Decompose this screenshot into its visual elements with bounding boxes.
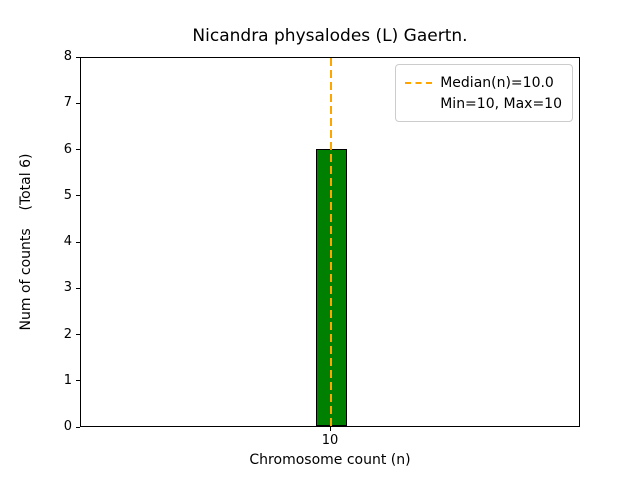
median-line (330, 58, 332, 426)
y-tick-mark (76, 102, 80, 104)
y-tick-label: 1 (63, 372, 72, 388)
y-tick-mark (76, 334, 80, 335)
legend-median-label: Median(n)=10.0 (440, 74, 554, 91)
y-tick-label: 5 (63, 187, 72, 203)
legend-row-median: Median(n)=10.0 (405, 72, 562, 93)
y-tick-label: 6 (63, 141, 72, 157)
y-tick-label: 4 (63, 234, 72, 249)
y-tick-mark (76, 149, 80, 150)
median-dashed-line-icon (405, 81, 433, 84)
x-axis-label: Chromosome count (n) (249, 452, 411, 468)
legend: Median(n)=10.0 Min=10, Max=10 (395, 64, 573, 122)
y-tick-mark (76, 287, 80, 289)
x-tick-mark (329, 427, 331, 431)
plot-area: Median(n)=10.0 Min=10, Max=10 (80, 57, 580, 427)
y-tick-mark (76, 426, 80, 428)
legend-row-minmax: Min=10, Max=10 (405, 93, 562, 114)
y-axis-label: Num of counts (Total 6) (18, 153, 34, 331)
y-tick-mark (76, 56, 80, 58)
y-tick-label: 0 (63, 419, 72, 434)
legend-minmax-label: Min=10, Max=10 (440, 95, 562, 112)
y-tick-label: 3 (63, 280, 72, 296)
y-tick-label: 7 (63, 95, 72, 111)
y-tick-mark (76, 241, 80, 243)
y-tick-label: 8 (63, 49, 72, 64)
y-tick-mark (76, 195, 80, 197)
chart-title: Nicandra physalodes (L) Gaertn. (192, 26, 468, 46)
y-tick-mark (76, 380, 80, 382)
x-tick-label: 10 (321, 433, 339, 448)
y-tick-label: 2 (63, 326, 72, 342)
